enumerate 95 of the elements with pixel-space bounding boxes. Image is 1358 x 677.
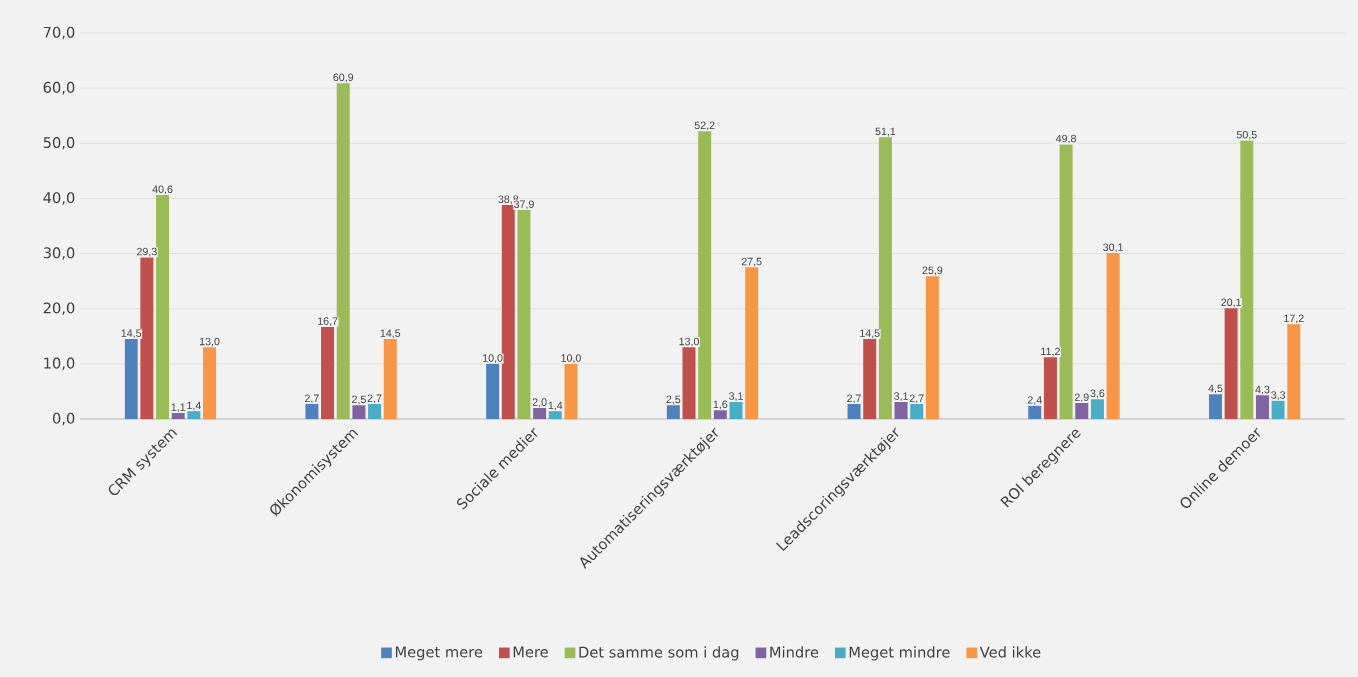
bar [124, 339, 138, 419]
data-label: 14,5 [380, 329, 401, 339]
data-label: 14,5 [860, 329, 880, 339]
legend-label: Mindre [770, 646, 819, 658]
bar [713, 410, 727, 419]
bar [486, 363, 500, 419]
bar [305, 404, 319, 419]
bar [383, 339, 397, 419]
legend-label: Ved ikke [979, 646, 1041, 658]
data-label: 49,8 [1055, 134, 1076, 144]
data-label: 2,7 [367, 394, 382, 404]
data-label: 52,2 [694, 121, 715, 131]
data-label: 4,5 [1208, 384, 1223, 394]
bar [910, 404, 924, 419]
bar [517, 210, 531, 419]
data-label: 29,3 [137, 247, 157, 257]
bar [1043, 357, 1057, 419]
bar [564, 363, 578, 419]
bar [698, 131, 712, 419]
data-label: 2,7 [909, 394, 924, 404]
data-label: 2,9 [1074, 393, 1089, 403]
data-label: 11,2 [1041, 347, 1060, 357]
bar [140, 257, 154, 419]
data-label: 3,3 [1271, 391, 1286, 400]
bar [501, 205, 515, 419]
bar [1208, 394, 1222, 419]
data-label: 2,7 [305, 394, 319, 404]
bar [878, 137, 892, 419]
bar [1271, 400, 1285, 419]
bar [666, 405, 680, 419]
data-label: 16,7 [318, 317, 338, 327]
data-label: 1,6 [713, 400, 728, 410]
data-label: 4,3 [1255, 385, 1270, 395]
data-label: 25,9 [922, 266, 943, 276]
data-label: 14,5 [121, 329, 142, 339]
y-tick-label: 10,0 [44, 357, 75, 371]
bar [682, 347, 696, 419]
y-tick-label: 20,0 [43, 302, 75, 315]
bar [533, 407, 547, 419]
data-label: 30,1 [1103, 243, 1123, 253]
bar [203, 347, 217, 419]
bar [1075, 403, 1089, 419]
data-label: 13,0 [199, 337, 220, 347]
data-label: 10,0 [561, 354, 581, 364]
data-label: 17,2 [1284, 314, 1304, 324]
bar [925, 276, 939, 419]
legend-label: Meget mindre [849, 646, 950, 661]
y-tick-label: 60,0 [43, 81, 75, 95]
bar [894, 401, 908, 419]
bar [863, 339, 877, 419]
data-label: 40,6 [152, 185, 173, 195]
data-label: 2,4 [1027, 396, 1042, 405]
data-label: 3,1 [728, 392, 743, 402]
bar [745, 267, 759, 419]
y-tick-label: 0,0 [52, 412, 75, 426]
bar [321, 326, 335, 419]
bar [1287, 324, 1301, 419]
bar [548, 411, 562, 419]
data-label: 2,5 [352, 395, 366, 405]
data-label: 1,4 [187, 401, 201, 411]
data-label: 1,1 [171, 403, 186, 413]
bar [336, 83, 350, 419]
bar [1224, 308, 1238, 419]
data-label: 3,6 [1090, 389, 1105, 399]
bar [1090, 399, 1104, 419]
bar [368, 404, 382, 419]
data-label: 3,1 [894, 392, 908, 402]
bar [729, 401, 743, 419]
data-label: 10,0 [483, 354, 503, 364]
bar [847, 404, 861, 419]
y-tick-label: 70,0 [43, 26, 75, 40]
data-label: 2,0 [532, 398, 547, 408]
data-label: 27,5 [741, 257, 762, 267]
legend-label: Meget mere [395, 646, 483, 661]
data-label: 2,5 [666, 395, 681, 405]
bar [1028, 405, 1042, 419]
data-label: 1,4 [548, 401, 563, 411]
bar [187, 411, 201, 419]
y-tick-label: 40,0 [43, 192, 75, 205]
bar [1255, 395, 1269, 419]
data-label: 50,5 [1236, 130, 1257, 140]
data-label: 20,1 [1221, 298, 1242, 308]
bar [171, 412, 185, 419]
data-label: 51,1 [875, 127, 896, 137]
legend-label: Mere [513, 646, 548, 658]
bar [1106, 253, 1120, 419]
data-label: 13,0 [679, 337, 699, 347]
data-label: 2,7 [847, 394, 861, 404]
bar [352, 405, 366, 419]
data-label: 60,9 [333, 73, 354, 83]
bar [156, 195, 170, 419]
bar [1240, 140, 1254, 419]
y-tick-label: 30,0 [43, 247, 75, 260]
legend-label: Det samme som i dag [579, 646, 739, 661]
y-tick-label: 50,0 [43, 137, 75, 150]
